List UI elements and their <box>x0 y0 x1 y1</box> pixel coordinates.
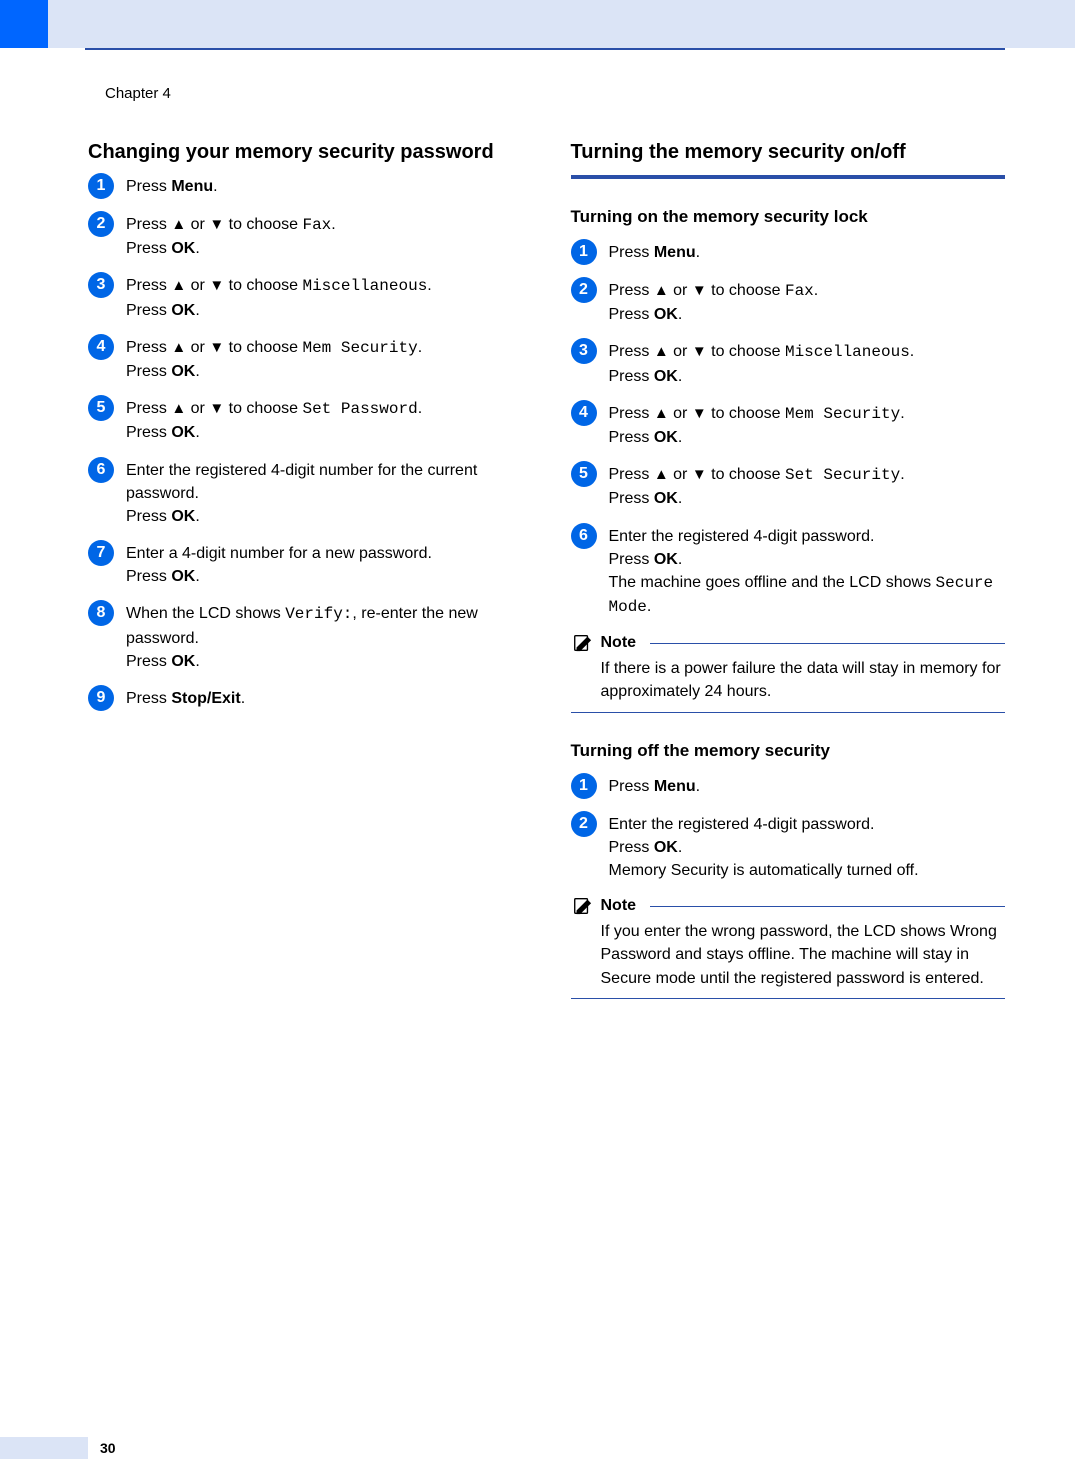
step-number-badge: 6 <box>571 523 597 549</box>
step-number-badge: 2 <box>571 811 597 837</box>
left-column: Changing your memory security password 1… <box>88 140 523 1399</box>
step-text: When the LCD shows Verify:, re-enter the… <box>126 602 523 673</box>
left-heading: Changing your memory security password <box>88 140 523 165</box>
right-steps2-list: 1 Press Menu. 2 Enter the registered 4-digi… <box>571 775 1006 883</box>
note-bottom-rule <box>571 998 1006 999</box>
note-label: Note <box>601 897 637 915</box>
step-number-badge: 7 <box>88 540 114 566</box>
note-block-2: Note If you enter the wrong password, th… <box>571 896 1006 999</box>
step-text: Press ▲ or ▼ to choose Set Security.Pres… <box>609 463 905 510</box>
step-number-badge: 8 <box>88 600 114 626</box>
step: 8 When the LCD shows Verify:, re-enter th… <box>88 602 523 673</box>
step-number-badge: 1 <box>571 773 597 799</box>
right-sub1: Turning on the memory security lock <box>571 207 1006 227</box>
page-number: 30 <box>100 1440 116 1456</box>
step-text: Press ▲ or ▼ to choose Mem Security.Pres… <box>609 402 905 449</box>
step: 1 Press Menu. <box>571 241 1006 265</box>
step-text: Press Menu. <box>609 775 701 798</box>
step-number-badge: 3 <box>88 272 114 298</box>
note-divider <box>650 906 1005 907</box>
step: 5 Press ▲ or ▼ to choose Set Password.Pre… <box>88 397 523 444</box>
right-steps1-list: 1 Press Menu. 2 Press ▲ or ▼ to choose Fax.… <box>571 241 1006 619</box>
step: 4 Press ▲ or ▼ to choose Mem Security.Pre… <box>88 336 523 383</box>
step: 2 Press ▲ or ▼ to choose Fax.Press OK. <box>88 213 523 260</box>
manual-page: Chapter 4 Changing your memory security … <box>0 0 1075 1459</box>
step-text: Press ▲ or ▼ to choose Fax.Press OK. <box>126 213 336 260</box>
content-area: Changing your memory security password 1… <box>88 140 1005 1399</box>
left-steps-list: 1 Press Menu. 2 Press ▲ or ▼ to choose Fax.… <box>88 175 523 711</box>
step: 6 Enter the registered 4-digit password.P… <box>571 525 1006 620</box>
step-text: Press Stop/Exit. <box>126 687 245 710</box>
step: 2 Press ▲ or ▼ to choose Fax.Press OK. <box>571 279 1006 326</box>
right-sub2: Turning off the memory security <box>571 741 1006 761</box>
step-text: Press ▲ or ▼ to choose Miscellaneous.Pre… <box>609 340 915 387</box>
note-bottom-rule <box>571 712 1006 713</box>
note-divider <box>650 643 1005 644</box>
right-heading: Turning the memory security on/off <box>571 140 1006 165</box>
step: 1 Press Menu. <box>88 175 523 199</box>
step-text: Enter the registered 4-digit password.Pr… <box>609 525 1006 620</box>
note-head: Note <box>571 633 1006 653</box>
step: 3 Press ▲ or ▼ to choose Miscellaneous.Pr… <box>88 274 523 321</box>
step-text: Press ▲ or ▼ to choose Set Password.Pres… <box>126 397 422 444</box>
step: 6 Enter the registered 4-digit number for… <box>88 459 523 529</box>
step: 2 Enter the registered 4-digit password.P… <box>571 813 1006 883</box>
step: 3 Press ▲ or ▼ to choose Miscellaneous.Pr… <box>571 340 1006 387</box>
top-rule <box>85 48 1005 50</box>
note-block-1: Note If there is a power failure the dat… <box>571 633 1006 712</box>
step-number-badge: 1 <box>571 239 597 265</box>
step-text: Press ▲ or ▼ to choose Miscellaneous.Pre… <box>126 274 432 321</box>
step: 7 Enter a 4-digit number for a new passwo… <box>88 542 523 588</box>
step-number-badge: 5 <box>88 395 114 421</box>
top-band <box>48 0 1075 48</box>
step-text: Press Menu. <box>609 241 701 264</box>
step-text: Press Menu. <box>126 175 218 198</box>
note-icon <box>571 896 593 916</box>
step: 9 Press Stop/Exit. <box>88 687 523 711</box>
chapter-label: Chapter 4 <box>105 85 171 102</box>
step-text: Enter the registered 4-digit number for … <box>126 459 523 529</box>
step: 1 Press Menu. <box>571 775 1006 799</box>
step-number-badge: 3 <box>571 338 597 364</box>
step-text: Press ▲ or ▼ to choose Mem Security.Pres… <box>126 336 422 383</box>
step-text: Press ▲ or ▼ to choose Fax.Press OK. <box>609 279 819 326</box>
note-icon <box>571 633 593 653</box>
step-number-badge: 4 <box>88 334 114 360</box>
step-number-badge: 5 <box>571 461 597 487</box>
step-text: Enter a 4-digit number for a new passwor… <box>126 542 432 588</box>
note-head: Note <box>571 896 1006 916</box>
step-number-badge: 4 <box>571 400 597 426</box>
step-text: Enter the registered 4-digit password.Pr… <box>609 813 919 883</box>
step: 4 Press ▲ or ▼ to choose Mem Security.Pre… <box>571 402 1006 449</box>
right-column: Turning the memory security on/off Turni… <box>571 140 1006 1399</box>
edge-tab <box>0 0 48 48</box>
step-number-badge: 9 <box>88 685 114 711</box>
note-label: Note <box>601 634 637 652</box>
section-rule <box>571 175 1006 179</box>
step: 5 Press ▲ or ▼ to choose Set Security.Pre… <box>571 463 1006 510</box>
step-number-badge: 6 <box>88 457 114 483</box>
step-number-badge: 2 <box>571 277 597 303</box>
note-body: If you enter the wrong password, the LCD… <box>571 916 1006 990</box>
page-number-strip <box>0 1437 88 1459</box>
note-body: If there is a power failure the data wil… <box>571 653 1006 703</box>
step-number-badge: 1 <box>88 173 114 199</box>
step-number-badge: 2 <box>88 211 114 237</box>
